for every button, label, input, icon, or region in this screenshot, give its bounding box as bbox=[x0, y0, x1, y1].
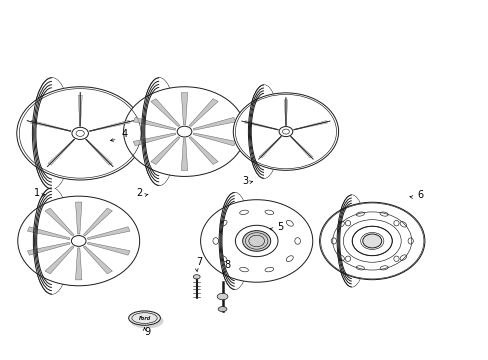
Ellipse shape bbox=[193, 275, 200, 279]
Text: 5: 5 bbox=[277, 222, 284, 232]
Circle shape bbox=[233, 93, 338, 170]
Polygon shape bbox=[181, 93, 187, 125]
Ellipse shape bbox=[286, 220, 293, 226]
Polygon shape bbox=[133, 133, 176, 146]
Circle shape bbox=[362, 234, 381, 248]
Ellipse shape bbox=[345, 256, 350, 261]
Ellipse shape bbox=[32, 78, 71, 189]
Text: 7: 7 bbox=[195, 257, 202, 267]
Ellipse shape bbox=[212, 238, 218, 244]
Polygon shape bbox=[181, 139, 187, 171]
Polygon shape bbox=[87, 227, 130, 240]
Ellipse shape bbox=[337, 222, 344, 227]
Polygon shape bbox=[75, 202, 81, 234]
Ellipse shape bbox=[407, 238, 412, 244]
Ellipse shape bbox=[399, 222, 406, 227]
Ellipse shape bbox=[264, 267, 273, 272]
Polygon shape bbox=[189, 137, 218, 165]
Ellipse shape bbox=[264, 210, 273, 215]
Text: 4: 4 bbox=[122, 129, 127, 139]
Ellipse shape bbox=[248, 85, 279, 178]
Ellipse shape bbox=[217, 293, 227, 300]
Ellipse shape bbox=[239, 267, 248, 272]
Ellipse shape bbox=[393, 220, 398, 226]
Polygon shape bbox=[83, 208, 112, 236]
Circle shape bbox=[177, 126, 191, 137]
Circle shape bbox=[72, 127, 88, 139]
Ellipse shape bbox=[336, 195, 366, 287]
Polygon shape bbox=[87, 242, 130, 255]
Text: Ford: Ford bbox=[138, 316, 150, 320]
Polygon shape bbox=[78, 95, 82, 126]
Ellipse shape bbox=[337, 255, 344, 260]
Polygon shape bbox=[259, 136, 281, 158]
Polygon shape bbox=[27, 227, 70, 240]
Ellipse shape bbox=[219, 193, 250, 289]
Polygon shape bbox=[293, 121, 327, 130]
Circle shape bbox=[242, 231, 270, 251]
Ellipse shape bbox=[356, 266, 364, 270]
Ellipse shape bbox=[218, 307, 226, 312]
Polygon shape bbox=[150, 137, 180, 165]
Polygon shape bbox=[133, 117, 176, 130]
Polygon shape bbox=[284, 100, 287, 126]
Polygon shape bbox=[27, 242, 70, 255]
Polygon shape bbox=[45, 246, 74, 274]
Circle shape bbox=[200, 200, 312, 282]
Circle shape bbox=[18, 196, 140, 286]
Polygon shape bbox=[30, 120, 71, 131]
Circle shape bbox=[282, 129, 289, 134]
Polygon shape bbox=[85, 139, 112, 165]
Text: 8: 8 bbox=[224, 260, 230, 270]
Ellipse shape bbox=[356, 212, 364, 216]
Ellipse shape bbox=[294, 238, 300, 244]
Ellipse shape bbox=[330, 238, 336, 244]
Ellipse shape bbox=[142, 78, 176, 185]
Ellipse shape bbox=[379, 266, 387, 270]
Ellipse shape bbox=[130, 314, 163, 328]
Ellipse shape bbox=[399, 255, 406, 260]
Text: 3: 3 bbox=[242, 176, 248, 186]
Circle shape bbox=[279, 127, 292, 137]
Polygon shape bbox=[150, 99, 180, 126]
Ellipse shape bbox=[128, 311, 160, 325]
Polygon shape bbox=[290, 136, 312, 158]
Circle shape bbox=[319, 202, 424, 280]
Polygon shape bbox=[83, 246, 112, 274]
Circle shape bbox=[76, 130, 84, 136]
Ellipse shape bbox=[379, 212, 387, 216]
Polygon shape bbox=[48, 139, 75, 165]
Polygon shape bbox=[193, 117, 235, 130]
Text: 6: 6 bbox=[417, 190, 423, 200]
Ellipse shape bbox=[33, 188, 70, 294]
Text: 2: 2 bbox=[136, 188, 142, 198]
Ellipse shape bbox=[286, 256, 293, 262]
Text: 9: 9 bbox=[144, 327, 150, 337]
Polygon shape bbox=[75, 248, 81, 280]
Polygon shape bbox=[89, 120, 130, 131]
Circle shape bbox=[351, 226, 391, 256]
Polygon shape bbox=[193, 133, 235, 146]
Polygon shape bbox=[244, 121, 278, 130]
Ellipse shape bbox=[220, 220, 226, 226]
Circle shape bbox=[235, 225, 278, 257]
Circle shape bbox=[123, 87, 245, 176]
Polygon shape bbox=[189, 99, 218, 126]
Circle shape bbox=[17, 87, 143, 180]
Polygon shape bbox=[45, 208, 74, 236]
Text: 1: 1 bbox=[34, 188, 40, 198]
Ellipse shape bbox=[393, 256, 398, 261]
Ellipse shape bbox=[239, 210, 248, 215]
Ellipse shape bbox=[345, 220, 350, 226]
Ellipse shape bbox=[220, 256, 226, 262]
Circle shape bbox=[71, 235, 86, 246]
